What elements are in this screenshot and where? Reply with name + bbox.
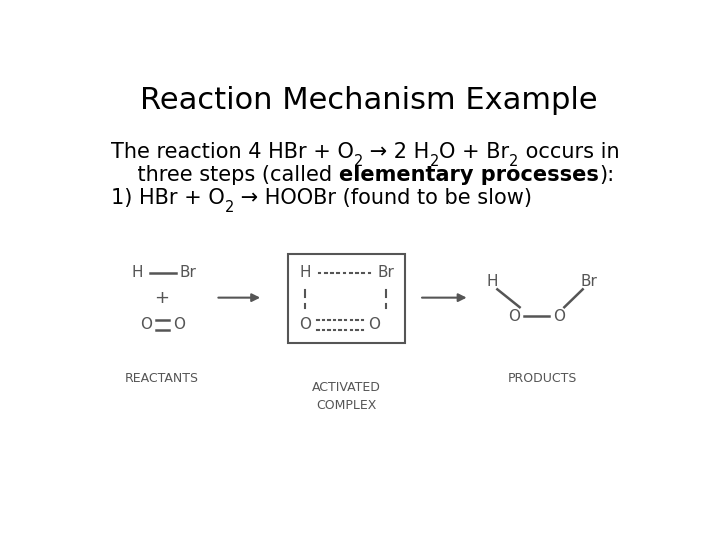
Text: The reaction 4 HBr + O: The reaction 4 HBr + O xyxy=(111,143,354,163)
Text: 2: 2 xyxy=(509,154,518,169)
Text: 2: 2 xyxy=(354,154,364,169)
Text: Br: Br xyxy=(179,265,196,280)
Text: O: O xyxy=(174,317,185,332)
Text: O: O xyxy=(508,309,520,324)
Text: three steps (called: three steps (called xyxy=(111,165,339,185)
Text: ):: ): xyxy=(599,165,614,185)
Text: O: O xyxy=(140,317,152,332)
Text: H: H xyxy=(486,274,498,288)
Text: O + Br: O + Br xyxy=(439,143,509,163)
Text: → HOOBr (found to be slow): → HOOBr (found to be slow) xyxy=(234,188,532,208)
Text: occurs in: occurs in xyxy=(518,143,619,163)
Text: Br: Br xyxy=(377,265,394,280)
Text: 1) HBr + O: 1) HBr + O xyxy=(111,188,225,208)
Text: Br: Br xyxy=(581,274,598,288)
Text: +: + xyxy=(154,289,169,307)
Text: PRODUCTS: PRODUCTS xyxy=(508,373,577,386)
Text: elementary processes: elementary processes xyxy=(339,165,599,185)
Text: Reaction Mechanism Example: Reaction Mechanism Example xyxy=(140,85,598,114)
Text: REACTANTS: REACTANTS xyxy=(125,373,199,386)
Text: ACTIVATED
COMPLEX: ACTIVATED COMPLEX xyxy=(312,381,381,412)
Text: O: O xyxy=(369,317,381,332)
Text: 2: 2 xyxy=(430,154,439,169)
Text: → 2 H: → 2 H xyxy=(364,143,430,163)
Text: O: O xyxy=(553,309,564,324)
Text: H: H xyxy=(132,265,143,280)
Text: H: H xyxy=(299,265,310,280)
Bar xyxy=(288,254,405,343)
Text: O: O xyxy=(299,317,311,332)
Text: 2: 2 xyxy=(225,200,234,214)
